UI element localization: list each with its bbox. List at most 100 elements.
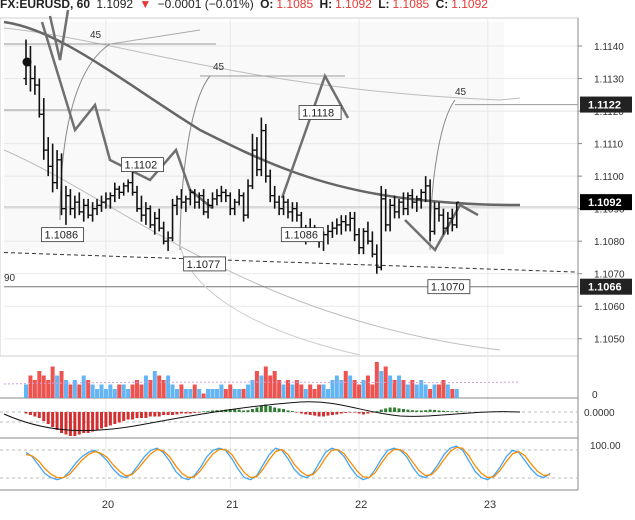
macd-histogram-bar <box>255 407 259 412</box>
macd-histogram-bar <box>282 409 286 412</box>
macd-histogram-bar <box>313 412 317 416</box>
zigzag-line <box>48 9 70 61</box>
pivot-marker <box>22 57 32 67</box>
price-label: 1.1070 <box>431 282 465 294</box>
macd-histogram-bar <box>188 412 192 414</box>
macd-histogram-bar <box>64 412 68 435</box>
volume-bar <box>441 380 446 398</box>
macd-histogram-bar <box>211 410 215 412</box>
fan-arc <box>179 75 211 251</box>
macd-histogram-bar <box>446 411 450 412</box>
low-label: L: <box>378 0 390 11</box>
volume-bar <box>348 375 353 398</box>
macd-histogram-bar <box>375 411 379 412</box>
macd-histogram-bar <box>228 409 232 412</box>
volume-bar <box>152 371 157 398</box>
volume-bar <box>436 384 441 398</box>
price-label-box <box>280 227 324 243</box>
macd-histogram-bar <box>206 411 210 412</box>
macd-histogram-bar <box>153 412 157 417</box>
macd-histogram-bar <box>415 410 419 412</box>
macd-histogram-bar <box>259 406 263 412</box>
macd-histogram-bar <box>246 410 250 412</box>
macd-histogram-bar <box>68 412 72 436</box>
macd-histogram-bar <box>366 412 370 414</box>
macd-histogram-bar <box>379 409 383 412</box>
macd-histogram-bar <box>277 408 281 412</box>
macd-histogram-bar <box>397 408 401 412</box>
volume-bar <box>95 389 100 398</box>
symbol-label[interactable]: FX:EURUSD, 60 <box>0 0 91 11</box>
price-label: 1.1086 <box>45 230 79 242</box>
volume-bar <box>37 371 42 398</box>
volume-bar <box>357 384 362 398</box>
volume-bar <box>55 375 60 398</box>
volume-bar <box>241 389 246 398</box>
macd-histogram-bar <box>179 412 183 414</box>
stoch-axis-tick: 100.00 <box>590 441 621 452</box>
volume-bar <box>90 384 95 398</box>
volume-bar <box>392 380 397 398</box>
price-axis-tick: 1.1070 <box>594 270 625 281</box>
volume-bar <box>32 380 37 398</box>
macd-histogram-bar <box>455 411 459 412</box>
macd-histogram-bar <box>273 407 277 412</box>
macd-histogram-bar <box>441 410 445 412</box>
macd-histogram-bar <box>339 412 343 414</box>
macd-histogram-bar <box>157 412 161 417</box>
volume-bar <box>188 389 193 398</box>
macd-histogram-bar <box>286 410 290 412</box>
macd-histogram-bar <box>322 412 326 417</box>
volume-bar <box>214 389 219 398</box>
macd-histogram-bar <box>73 412 77 436</box>
macd-histogram-bar <box>117 412 121 423</box>
axis-tag: 1.1092 <box>588 197 622 209</box>
macd-histogram-bar <box>162 412 166 415</box>
volume-bar <box>423 384 428 398</box>
volume-bar <box>317 384 322 398</box>
volume-bar <box>250 380 255 398</box>
moving-average-line <box>3 20 521 207</box>
macd-histogram-bar <box>308 412 312 415</box>
volume-bar <box>432 384 437 398</box>
fan-ray <box>109 29 201 45</box>
stoch-k-line <box>25 445 551 481</box>
volume-bar <box>405 384 410 398</box>
volume-bar <box>450 389 455 398</box>
macd-histogram-bar <box>268 406 272 412</box>
macd-histogram-bar <box>348 412 352 413</box>
macd-histogram-bar <box>202 411 206 412</box>
price-axis-tick: 1.1050 <box>594 335 625 346</box>
volume-bar <box>24 384 28 398</box>
macd-histogram-bar <box>126 412 130 420</box>
volume-bar <box>206 389 211 398</box>
macd-histogram-bar <box>242 410 246 412</box>
macd-histogram-bar <box>122 412 126 421</box>
volume-bar <box>117 384 122 398</box>
volume-bar <box>81 375 86 398</box>
price-axis-tick: 1.1110 <box>594 140 624 151</box>
macd-histogram-bar <box>419 410 423 412</box>
macd-histogram-bar <box>264 404 268 412</box>
price-axis-tick: 1.1060 <box>594 302 625 313</box>
volume-bar <box>277 380 282 398</box>
price-change: −0.0001 (−0.01%) <box>157 0 254 11</box>
volume-bar <box>72 380 77 398</box>
time-axis-tick: 22 <box>355 499 367 511</box>
macd-histogram-bar <box>233 409 237 412</box>
volume-bar <box>397 375 402 398</box>
price-label-box <box>298 105 342 120</box>
macd-histogram-bar <box>51 412 55 427</box>
zigzag-line <box>280 72 350 199</box>
volume-bar <box>68 384 73 398</box>
price-label-box <box>121 157 164 173</box>
volume-bar <box>99 384 104 398</box>
volume-bar <box>286 380 290 398</box>
volume-bar <box>46 380 51 398</box>
high-label: H: <box>319 0 333 11</box>
volume-bar <box>130 384 135 398</box>
macd-histogram-bar <box>424 410 428 412</box>
macd-histogram-bar <box>290 411 294 412</box>
volume-bar <box>50 366 55 398</box>
